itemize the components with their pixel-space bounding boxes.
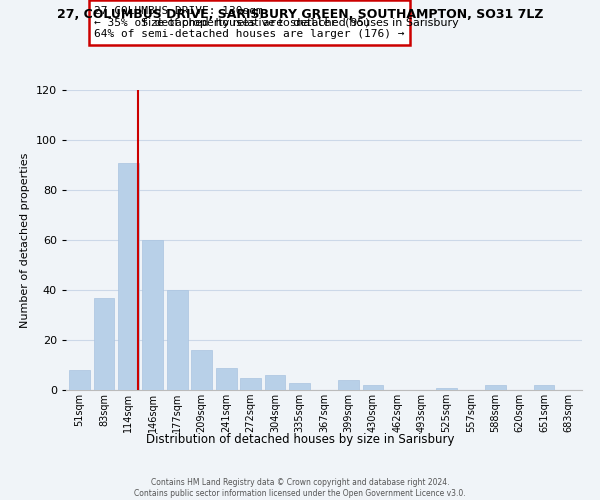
Bar	[94, 298, 114, 390]
Bar	[436, 388, 457, 390]
Bar	[216, 368, 236, 390]
Bar	[142, 240, 163, 390]
Bar	[362, 385, 383, 390]
Bar	[534, 385, 554, 390]
Bar	[191, 350, 212, 390]
Bar	[240, 378, 261, 390]
Text: Contains HM Land Registry data © Crown copyright and database right 2024.
Contai: Contains HM Land Registry data © Crown c…	[134, 478, 466, 498]
Bar	[118, 162, 139, 390]
Bar	[69, 370, 90, 390]
Text: 27, COLUMBUS DRIVE, SARISBURY GREEN, SOUTHAMPTON, SO31 7LZ: 27, COLUMBUS DRIVE, SARISBURY GREEN, SOU…	[57, 8, 543, 20]
Text: Size of property relative to detached houses in Sarisbury: Size of property relative to detached ho…	[141, 18, 459, 28]
Bar	[167, 290, 188, 390]
Text: Distribution of detached houses by size in Sarisbury: Distribution of detached houses by size …	[146, 432, 454, 446]
Bar	[485, 385, 506, 390]
Text: 27 COLUMBUS DRIVE: 130sqm
← 35% of detached houses are smaller (95)
64% of semi-: 27 COLUMBUS DRIVE: 130sqm ← 35% of detac…	[94, 6, 405, 39]
Bar	[265, 375, 286, 390]
Y-axis label: Number of detached properties: Number of detached properties	[20, 152, 30, 328]
Bar	[338, 380, 359, 390]
Bar	[289, 382, 310, 390]
